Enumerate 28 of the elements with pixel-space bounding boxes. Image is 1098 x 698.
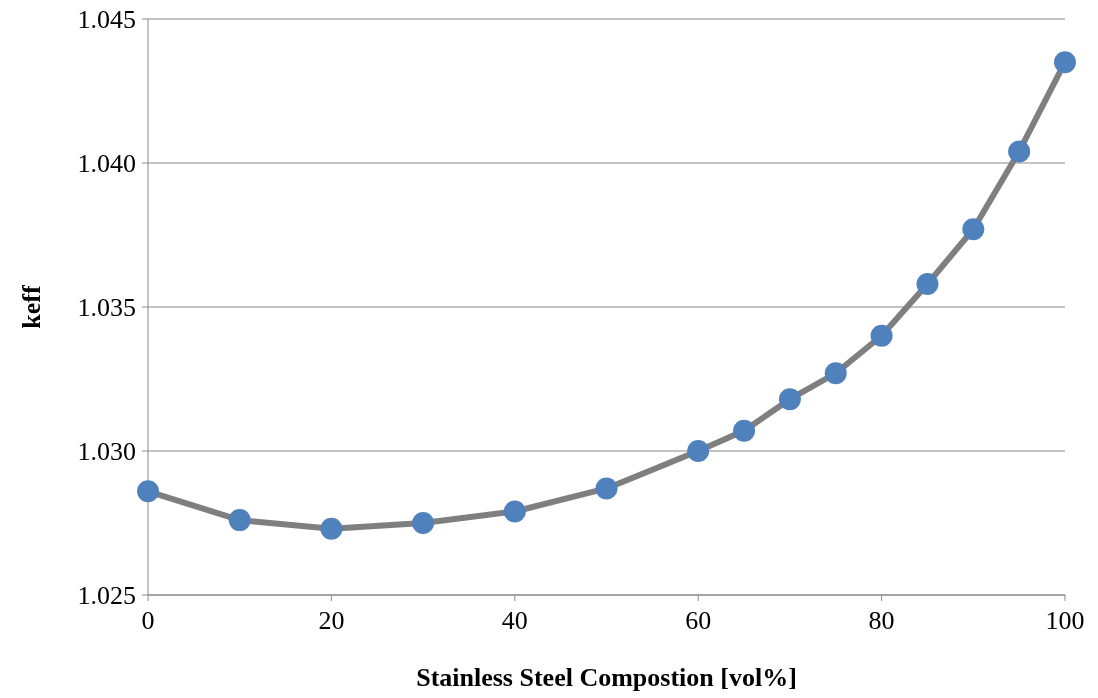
point <box>687 440 710 462</box>
x-tick-label: 80 <box>868 606 895 635</box>
point <box>733 419 756 442</box>
y-tick-label: 1.030 <box>77 437 136 467</box>
y-tick-label: 1.025 <box>77 581 136 611</box>
x-tick-label: 60 <box>685 606 712 635</box>
point <box>320 517 343 540</box>
x-axis-title: Stainless Steel Compostion [vol%] <box>416 663 797 692</box>
point <box>595 477 618 500</box>
x-tick-label: 40 <box>501 606 528 635</box>
point <box>228 509 251 532</box>
y-axis-title: keff <box>17 285 46 329</box>
x-tick-label: 20 <box>318 606 345 635</box>
point <box>916 272 939 295</box>
point <box>962 218 985 241</box>
point <box>1008 140 1031 163</box>
x-tick-label: 100 <box>1045 606 1085 635</box>
y-tick-label: 1.040 <box>77 149 136 179</box>
point <box>778 388 801 411</box>
point <box>1054 51 1076 74</box>
point <box>503 500 526 523</box>
point <box>824 362 847 385</box>
point <box>137 480 159 503</box>
y-tick-label: 1.045 <box>77 5 136 35</box>
point <box>870 324 893 347</box>
point <box>412 512 435 534</box>
x-tick-label: 0 <box>141 606 155 635</box>
y-tick-label: 1.035 <box>77 293 136 323</box>
